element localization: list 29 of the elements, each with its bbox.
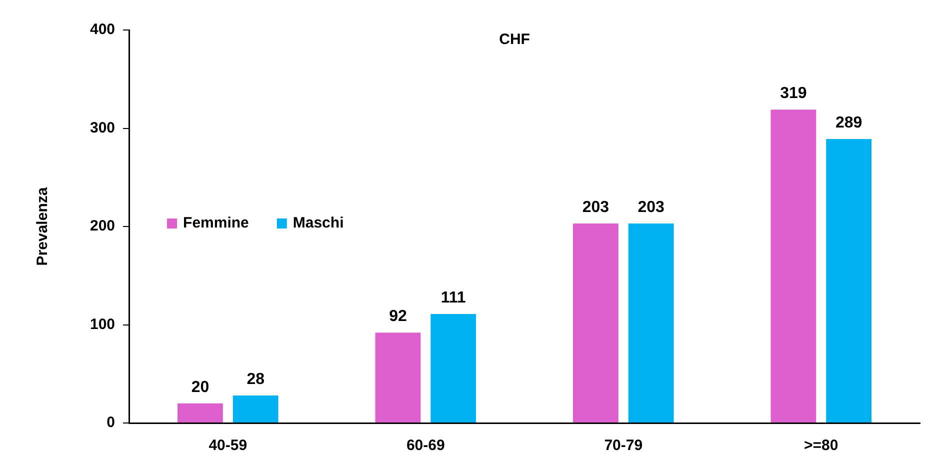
data-label: 28 [246,370,265,388]
data-label: 111 [440,289,466,306]
y-tick-label: 0 [106,414,116,432]
x-tick-label: 40-59 [208,437,248,454]
data-label: 20 [191,378,210,396]
y-tick-label: 100 [90,316,116,333]
bar [232,395,278,422]
data-label: 289 [835,114,862,132]
bar [573,224,618,422]
legend-label: Maschi [292,214,344,232]
bar [375,332,421,422]
bar [826,139,872,422]
chart-title: CHF [499,31,530,48]
x-tick-label: 70-79 [604,437,643,454]
data-label: 203 [638,198,665,216]
bar [178,403,223,422]
bar [770,110,816,422]
y-tick-label: 300 [90,119,116,136]
legend-label: Femmine [183,214,249,232]
x-tick-label: >=80 [804,437,838,454]
y-tick-label: 400 [90,21,116,38]
y-axis-title: Prevalenza [34,186,52,266]
bar [628,224,674,422]
y-tick-label: 200 [90,218,116,235]
data-label: 203 [582,198,610,216]
bar [430,314,476,422]
data-label: 92 [389,308,407,326]
x-tick-label: 60-69 [406,437,445,454]
data-label: 319 [780,84,807,102]
